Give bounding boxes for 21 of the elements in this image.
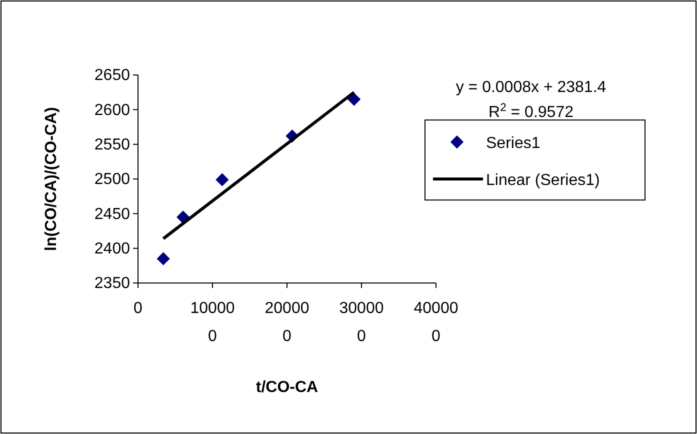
y-tick-label: 2400 (94, 240, 130, 258)
x-tick-label: 200000 (264, 300, 310, 345)
y-tick-label: 2500 (94, 171, 130, 188)
y-tick-label: 2450 (94, 206, 130, 223)
y-tick-label: 2350 (94, 275, 130, 292)
text: y = 0.0008x + 2381.4 (456, 79, 606, 96)
y-tick-label: 2650 (94, 67, 130, 84)
legend-label: Linear (Series1) (486, 172, 600, 189)
x-tick-label: 300000 (339, 300, 384, 345)
x-tick-label: 400000 (414, 300, 458, 345)
point (347, 92, 361, 106)
legend-label: Series1 (486, 135, 540, 152)
y-tick-label: 2550 (94, 136, 130, 154)
point (216, 173, 229, 186)
x-axis-title: t/CO-CA (256, 379, 319, 396)
y-axis-title: ln(CO/CA)/(CO-CA) (43, 107, 60, 251)
point (156, 252, 170, 266)
text: R$^{2}$ = 0.9572 (488, 102, 574, 121)
x-tick-label: 0 (134, 300, 143, 317)
x-tick-label: 100000 (190, 300, 235, 345)
y-tick-label: 2600 (94, 102, 130, 119)
